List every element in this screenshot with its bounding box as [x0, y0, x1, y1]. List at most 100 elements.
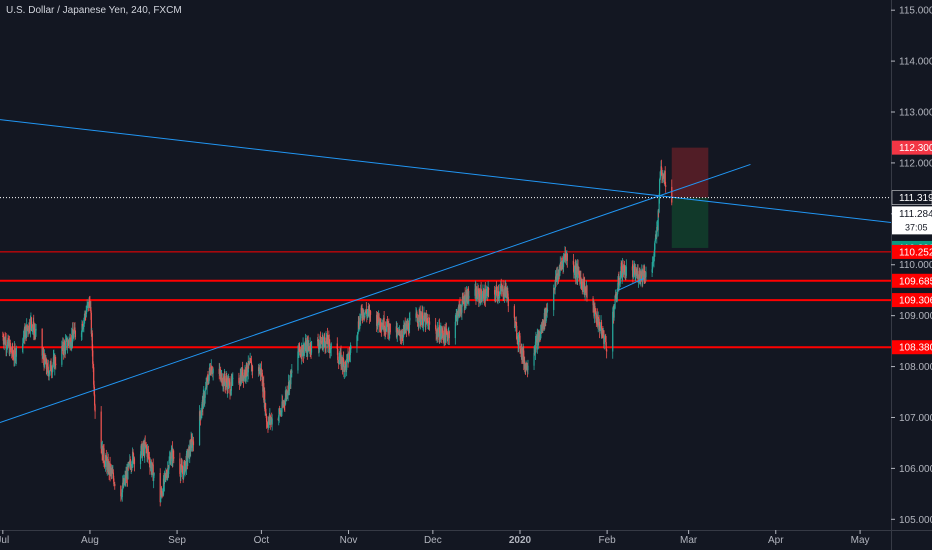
candle-body [21, 346, 24, 348]
candle-body [120, 496, 122, 498]
candle-body [22, 338, 24, 347]
candle-body [542, 320, 545, 328]
candle-body [603, 338, 605, 344]
candle-body [401, 334, 404, 337]
candle-body [5, 340, 7, 349]
candle-body [200, 415, 202, 420]
candle-body [573, 264, 575, 274]
candle-body [437, 332, 440, 337]
candle-body [461, 296, 463, 305]
candle-body [323, 340, 325, 343]
candle-body [378, 313, 380, 322]
candle-body [427, 321, 429, 323]
candle-body [519, 348, 522, 352]
candle-body [554, 289, 556, 291]
candle-body [291, 370, 293, 373]
candle-body [468, 295, 470, 299]
candle-body [326, 334, 329, 345]
candle-body [128, 462, 130, 466]
candle-body [345, 361, 347, 365]
candle-body [439, 339, 441, 341]
candle-body [182, 472, 184, 475]
candle-body [74, 327, 76, 331]
candle-body [28, 322, 31, 330]
candle-body [310, 341, 313, 353]
candle-body [307, 341, 309, 353]
candle-body [203, 392, 205, 402]
candle-body [516, 325, 518, 339]
candle-body [598, 317, 600, 319]
candle-body [586, 285, 588, 299]
candle-body [22, 337, 25, 339]
candle-body [560, 263, 562, 265]
candle-body [279, 409, 281, 412]
candle-body [483, 289, 485, 301]
candle-body [634, 275, 636, 277]
candle-body [148, 456, 150, 458]
candle-body [30, 317, 32, 325]
candle-body [479, 293, 481, 297]
candle-body [104, 460, 107, 467]
candle-body [67, 340, 69, 346]
candle-body [205, 387, 207, 391]
candle-body [376, 315, 379, 328]
candle-body [418, 309, 420, 321]
candle-body [505, 283, 507, 290]
candle-body [497, 291, 500, 298]
candle-body [105, 455, 107, 461]
candle-body [481, 297, 484, 299]
candle-body [278, 409, 280, 416]
candle-body [404, 323, 406, 330]
candle-body [584, 289, 587, 291]
candle-body [120, 486, 122, 497]
candle-body [209, 369, 211, 374]
chart-title: U.S. Dollar / Japanese Yen, 240, FXCM [6, 5, 182, 16]
candle-body [69, 337, 71, 348]
candle-body [379, 319, 381, 328]
candle-body [144, 442, 146, 447]
candle-body [265, 403, 267, 413]
candle-body [416, 312, 418, 318]
candle-body [579, 277, 582, 285]
candle-body [421, 312, 424, 327]
candle-body [304, 347, 306, 349]
candle-body [50, 370, 53, 372]
time-tick-label: Sep [168, 535, 186, 546]
candle-body [93, 384, 95, 395]
candle-body [110, 468, 112, 470]
candles-group [2, 159, 673, 507]
candle-body [621, 275, 623, 278]
candle-body [367, 309, 369, 314]
candle-body [258, 370, 261, 374]
time-tick-label: Mar [680, 535, 698, 546]
candle-body [159, 472, 161, 503]
candle-body [127, 464, 129, 480]
candle-body [74, 330, 77, 338]
time-tick-label: 2020 [509, 535, 532, 546]
price-tick-label: 112.000 [899, 158, 932, 169]
candle-body [330, 349, 332, 350]
candle-body [659, 171, 662, 178]
candle-body [283, 401, 285, 404]
candle-body [261, 372, 263, 387]
candle-body [359, 318, 361, 329]
candle-body [535, 338, 537, 342]
candle-body [45, 358, 47, 370]
candle-body [90, 312, 92, 334]
candle-body [189, 446, 191, 451]
candle-body [3, 339, 5, 345]
candle-body [48, 373, 50, 377]
trendline [0, 119, 892, 223]
candle-body [265, 416, 268, 422]
candle-body [7, 337, 10, 346]
candle-body [13, 359, 15, 361]
candle-body [121, 497, 123, 498]
candle-body [464, 294, 466, 306]
candle-body [92, 350, 94, 364]
candle-body [425, 314, 427, 320]
candle-body [302, 352, 304, 357]
candle-body [47, 366, 49, 373]
candle-body [220, 374, 222, 378]
